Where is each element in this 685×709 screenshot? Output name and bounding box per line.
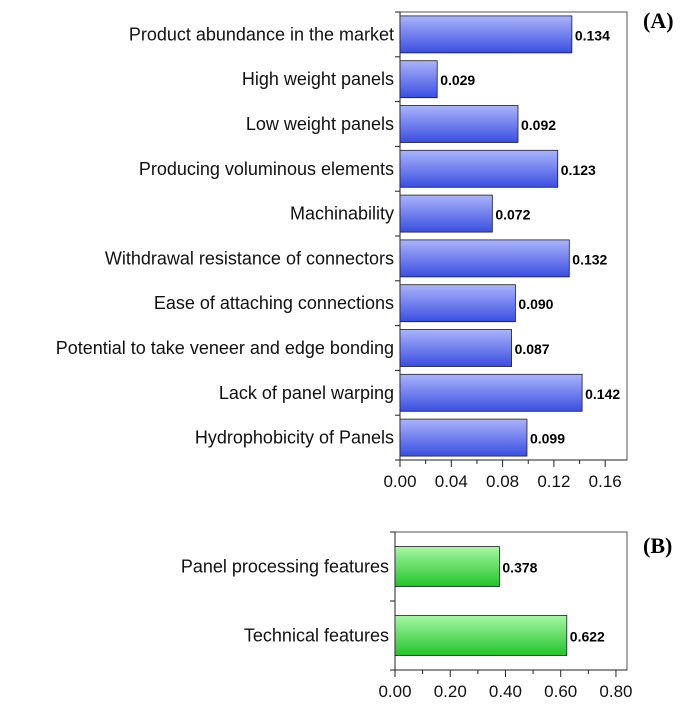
data-label: 0.087: [515, 341, 550, 357]
bar: [399, 15, 573, 54]
data-label: 0.090: [518, 296, 553, 312]
data-label: 0.378: [502, 560, 537, 576]
category-label: Panel processing features: [181, 557, 389, 577]
data-label: 0.134: [575, 27, 610, 43]
bar: [399, 239, 570, 278]
bar: [399, 418, 528, 457]
data-label: 0.132: [572, 251, 607, 267]
category-label: High weight panels: [242, 69, 394, 89]
data-label: 0.123: [561, 162, 596, 178]
x-tick-label: 0.40: [489, 682, 522, 701]
category-label: Ease of attaching connections: [154, 293, 394, 313]
bar: [399, 60, 438, 99]
bar: [399, 149, 559, 188]
bar: [399, 284, 516, 323]
x-tick-label: 0.12: [537, 472, 570, 491]
bar: [399, 105, 519, 143]
data-label: 0.099: [530, 431, 565, 447]
data-label: 0.029: [440, 72, 475, 88]
x-tick-label: 0.80: [599, 682, 632, 701]
category-label: Machinability: [290, 204, 394, 224]
bar: [399, 373, 583, 412]
category-label: Technical features: [244, 626, 389, 646]
panel-label: (A): [643, 8, 674, 33]
x-tick-label: 0.60: [544, 682, 577, 701]
x-tick-label: 0.00: [383, 472, 416, 491]
category-label: Lack of panel warping: [219, 383, 394, 403]
x-tick-label: 0.04: [435, 472, 468, 491]
panel-label: (B): [643, 533, 672, 558]
data-label: 0.072: [495, 207, 530, 223]
chart-panel-b: 0.378 Panel processing features 0.622 Techn…: [181, 531, 672, 701]
bar: [399, 194, 493, 233]
category-label: Withdrawal resistance of connectors: [105, 248, 394, 268]
category-label: Hydrophobicity of Panels: [195, 428, 394, 448]
x-tick-label: 0.08: [486, 472, 519, 491]
bar: [399, 329, 512, 367]
bar: [394, 546, 500, 587]
category-label: Potential to take veneer and edge bondin…: [56, 338, 394, 358]
x-tick-label: 0.16: [589, 472, 622, 491]
x-tick-label: 0.20: [434, 682, 467, 701]
chart-panel-a: 0.134 Product abundance in the market 0.02…: [56, 8, 674, 491]
category-label: Low weight panels: [246, 114, 394, 134]
x-tick-label: 0.00: [378, 682, 411, 701]
data-label: 0.142: [585, 386, 620, 402]
data-label: 0.622: [570, 629, 605, 645]
category-label: Producing voluminous elements: [139, 159, 394, 179]
category-label: Product abundance in the market: [129, 24, 394, 44]
bar: [394, 615, 568, 656]
data-label: 0.092: [521, 117, 556, 133]
